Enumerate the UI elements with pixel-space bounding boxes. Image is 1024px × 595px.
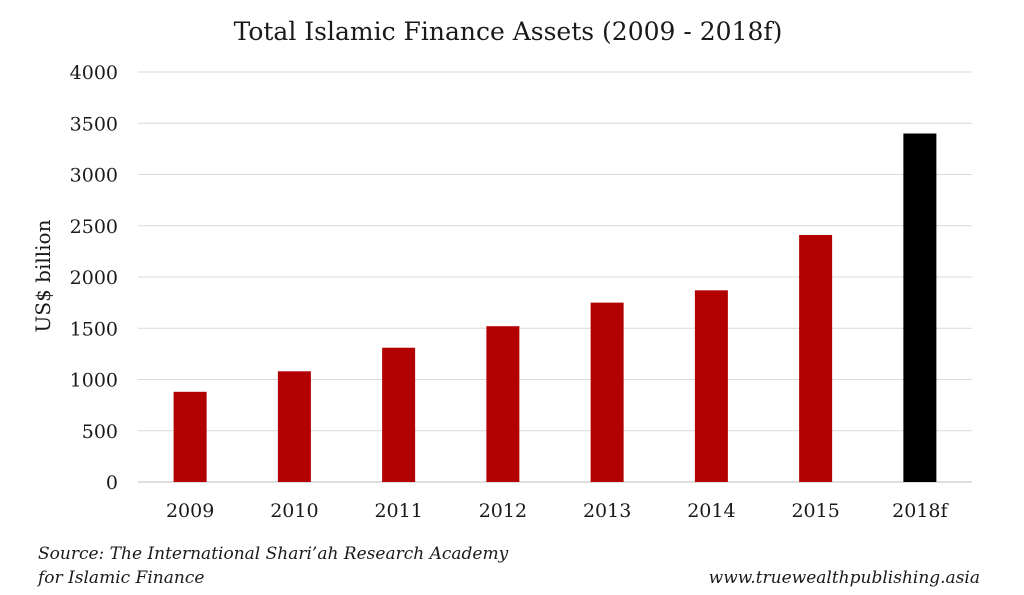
bar-2018f (903, 133, 937, 482)
y-tick-label: 3000 (70, 165, 118, 187)
y-tick-label: 2000 (70, 267, 118, 289)
x-tick-label: 2011 (374, 500, 422, 522)
source-line-2: for Islamic Finance (38, 568, 205, 588)
y-axis-ticks: 0 500 1000 1500 2000 2500 3000 3500 4000 (70, 62, 118, 494)
y-tick-label: 4000 (70, 62, 118, 84)
bar-2009 (173, 391, 207, 482)
y-tick-label: 2500 (70, 216, 118, 238)
chart-title: Total Islamic Finance Assets (2009 - 201… (234, 17, 783, 46)
bar-2011 (382, 347, 416, 482)
bar-chart: Total Islamic Finance Assets (2009 - 201… (31, 17, 972, 522)
x-tick-label: 2014 (687, 500, 735, 522)
y-tick-label: 500 (82, 421, 118, 443)
y-tick-label: 1000 (70, 370, 118, 392)
gridlines (138, 71, 972, 483)
x-tick-label: 2018f (892, 500, 949, 522)
x-tick-label: 2009 (166, 500, 214, 522)
website-url: www.truewealthpublishing.asia (708, 568, 980, 588)
bars (173, 133, 937, 482)
x-axis-ticks: 2009 2010 2011 2012 2013 2014 2015 2018f (166, 500, 950, 522)
source-line-1: Source: The International Shari’ah Resea… (38, 544, 509, 564)
y-tick-label: 3500 (70, 113, 118, 135)
source-note: Source: The International Shari’ah Resea… (38, 542, 508, 590)
bar-2012 (486, 326, 520, 482)
bar-2015 (799, 234, 833, 482)
y-tick-label: 0 (106, 472, 118, 494)
y-tick-label: 1500 (70, 318, 118, 340)
x-tick-label: 2015 (791, 500, 839, 522)
bar-2014 (694, 290, 728, 482)
bar-2013 (590, 302, 624, 482)
x-tick-label: 2012 (479, 500, 527, 522)
bar-2010 (277, 371, 311, 482)
y-axis-label: US$ billion (31, 219, 55, 332)
x-tick-label: 2010 (270, 500, 318, 522)
x-tick-label: 2013 (583, 500, 631, 522)
